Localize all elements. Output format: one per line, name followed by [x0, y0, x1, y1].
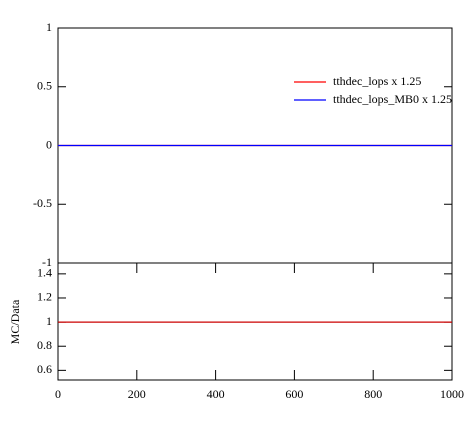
legend-label: tthdec_lops x 1.25: [333, 74, 421, 88]
y-tick-label: 1: [46, 314, 52, 328]
legend-label: tthdec_lops_MB0 x 1.25: [333, 92, 452, 106]
x-tick-label: 200: [128, 387, 146, 401]
y-tick-label: 0.8: [37, 338, 52, 352]
x-tick-label: 400: [207, 387, 225, 401]
y-tick-label: 0: [46, 137, 52, 151]
y-tick-label: 0.5: [37, 79, 52, 93]
y-tick-label: 1.4: [37, 266, 52, 280]
x-tick-label: 0: [55, 387, 61, 401]
x-tick-label: 800: [364, 387, 382, 401]
x-tick-label: 1000: [440, 387, 464, 401]
y-tick-label: 0.6: [37, 362, 52, 376]
y-tick-label: -1: [42, 255, 52, 269]
y-axis-label: MC/Data: [8, 299, 22, 344]
y-tick-label: -0.5: [33, 196, 52, 210]
y-tick-label: 1: [46, 20, 52, 34]
x-tick-label: 600: [285, 387, 303, 401]
y-tick-label: 1.2: [37, 290, 52, 304]
